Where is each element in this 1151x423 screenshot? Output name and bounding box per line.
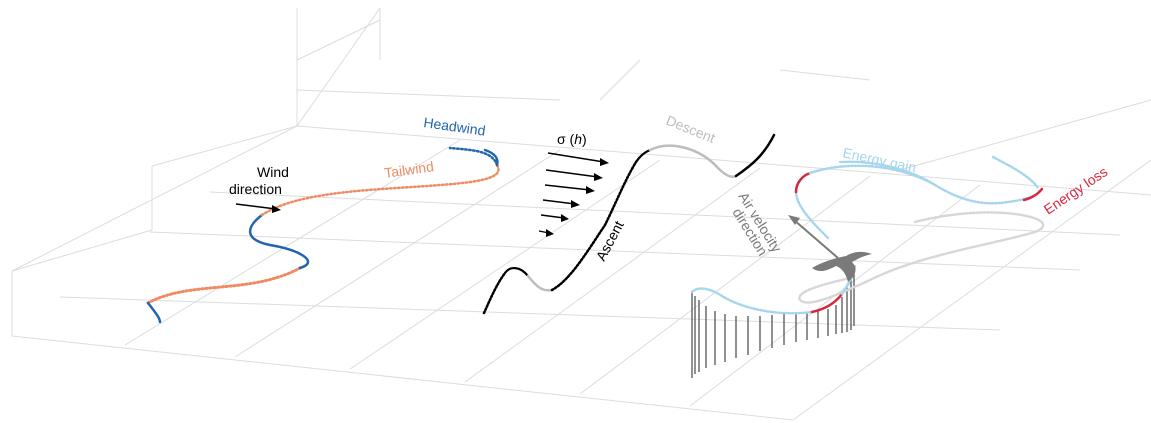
bird-body [812,251,872,282]
grid-depth-line [124,139,461,346]
shear-arrow [542,199,576,205]
arrow-right-icon-head [272,205,281,213]
arrow-right-icon [594,173,603,181]
shear-arrow [540,214,565,219]
floor-left-edge [11,125,298,272]
energy-gain-segment [991,155,1040,190]
headwind-segment [448,146,499,167]
shear-arrow [547,152,605,163]
back-wall-top-edge [296,7,381,127]
grid-depth-line [579,175,871,395]
sigma-variable: h [574,131,582,147]
energy-loss-segment [794,171,812,194]
energy-gain-segment [794,176,830,240]
energy-gain-segment [808,164,1037,205]
descent-segment [526,274,554,292]
ascent-label: Ascent [593,218,627,263]
ascent-segment [550,160,638,292]
ground-shadow-path [798,211,1045,304]
shear-arrow [545,169,599,178]
bird-silhouette-icon [812,251,872,282]
grid-horizontal-line [59,296,1001,331]
arrow-right-icon [235,203,277,210]
wall-line [779,69,871,81]
grid-depth-line [349,159,661,370]
sigma-close: ) [582,131,587,147]
arrow-right-icon [586,186,595,194]
shear-profile-arrows [538,152,609,237]
wall-line [296,19,381,61]
headwind-segment [249,213,310,270]
headwind-segment [483,148,499,167]
arrow-right-icon [561,214,569,222]
wall-line [296,89,561,101]
air-velocity-arrow [788,215,839,259]
grid-depth-line [234,149,561,358]
wind-label-line2: direction [229,181,282,197]
arrow-right-icon [546,229,554,237]
energy-loss-segment [810,292,844,314]
tailwind-segment [146,301,162,324]
tailwind-label: Tailwind [383,158,435,181]
wind-label-line1: Wind [257,164,289,180]
energy-loss-segment [1022,187,1044,202]
energy-gain-segment [838,160,937,187]
wall-line [599,59,641,101]
tailwind-segment [260,163,500,217]
energy-curtain [691,268,855,378]
energy-trajectory [690,155,1045,315]
left-wall-bottom [11,229,153,272]
grid-horizontal-line [149,231,1081,271]
ascent-segment [734,133,776,178]
ascent-segment [482,271,507,315]
energy-gain-segment [690,287,814,315]
shear-arrow [544,184,591,191]
ground-grid [11,7,1151,421]
left-wall-top [151,125,298,167]
ascent-segment [503,267,530,278]
ascent-descent-trajectory [482,133,776,315]
sigma-label: σ (h) [557,131,587,147]
arrow-right-icon [600,158,609,166]
descent-label: Descent [664,112,718,146]
ascent-segment [634,148,652,164]
floor-front-edge [11,335,794,421]
wall-line [899,99,1151,171]
wind-direction-arrow [235,203,281,213]
wind-trajectory [146,146,500,324]
arrow-right-icon [571,200,580,208]
sigma-text: σ (h) [557,131,587,147]
grid-depth-line [792,159,1151,421]
grid-depth-line [464,167,761,383]
arrow-up-left-icon-head [788,215,800,225]
grid-horizontal-line [209,191,1121,236]
arrow-up-left-icon [793,219,839,259]
sigma-symbol: σ ( [557,131,575,147]
floor-back-edge [296,125,1151,196]
descent-segment [648,144,738,178]
tailwind-segment [146,266,302,305]
headwind-label: Headwind [423,114,487,139]
